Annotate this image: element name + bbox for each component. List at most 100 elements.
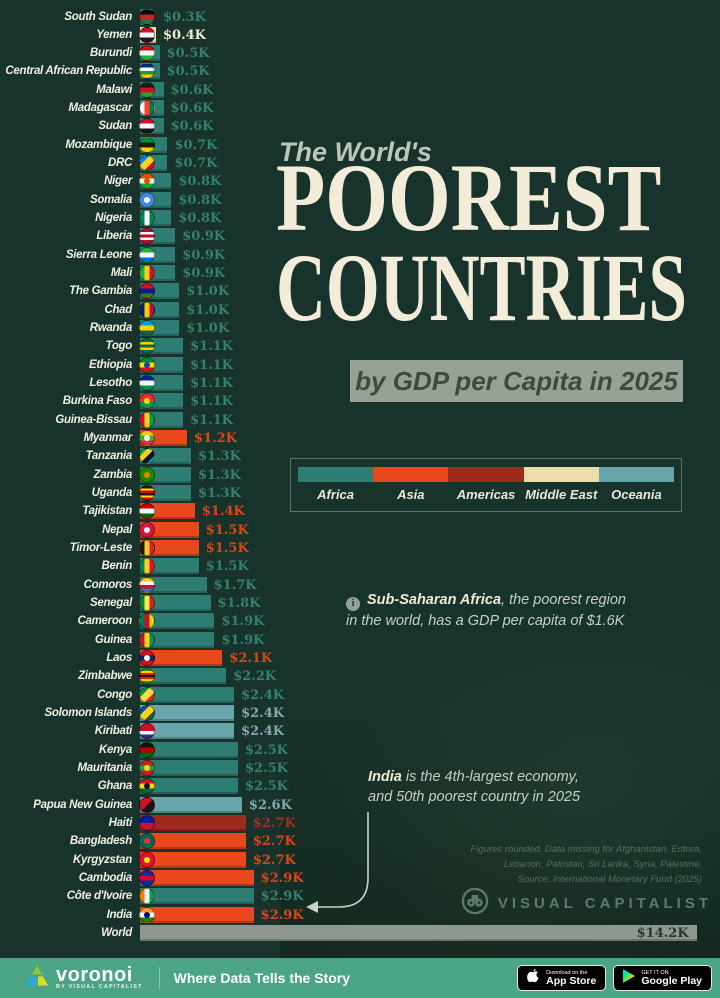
country-label: Rwanda [89, 322, 133, 335]
bar-row: Mali $0.9K [0, 265, 720, 282]
flag-emblem [144, 471, 150, 478]
bar-row: Cambodia $2.9K [0, 870, 720, 887]
country-label: Côte d'Ivoire [66, 890, 133, 903]
value-label: $1.2K [194, 431, 237, 447]
country-label: Congo [97, 688, 132, 701]
bar-row: Zambia $1.3K [0, 466, 720, 484]
gdp-bar [140, 760, 238, 777]
value-label: $1.0K [186, 284, 230, 300]
page-title-line2: COUNTRIES [276, 234, 687, 341]
flag-icon [139, 191, 155, 208]
value-label: $1.1K [190, 357, 234, 373]
legend-swatch [523, 467, 599, 482]
bar-row: Tanzania $1.3K [0, 448, 720, 465]
value-label: $2.4K [241, 724, 285, 740]
note-text: , the poorest region in the world, has a… [346, 592, 626, 629]
value-label: $0.6K [170, 82, 214, 98]
fineprint-line: Figures rounded. Data missing for Afghan… [470, 844, 702, 855]
country-label: Somalia [89, 193, 132, 206]
value-label: $1.1K [190, 412, 234, 428]
value-label: $0.6K [170, 101, 214, 117]
bar-row: India $2.9K [0, 906, 720, 924]
country-label: Tajikistan [82, 505, 132, 518]
binoculars-icon [461, 887, 489, 920]
country-label: Laos [106, 652, 132, 665]
country-label: Kiribati [94, 725, 133, 738]
bar-row: Liberia $0.9K [0, 228, 720, 245]
value-label: $1.3K [197, 486, 241, 502]
app-store-badge[interactable]: Download on the App Store [517, 965, 607, 991]
flag-icon [139, 411, 155, 428]
value-label: $1.5K [205, 522, 249, 538]
country-label: Kyrgyzstan [73, 853, 132, 866]
flag-icon [139, 650, 155, 667]
flag-icon [139, 760, 155, 777]
bar-row: Sierra Leone $0.9K [0, 246, 720, 264]
value-label: $2.5K [245, 742, 288, 758]
value-label: $1.7K [213, 577, 257, 593]
bar-row: Guinea $1.9K [0, 631, 720, 649]
country-label: Mauritania [77, 762, 132, 775]
country-label: Sudan [98, 120, 132, 133]
bar-row: Mauritania $2.5K [0, 760, 720, 777]
flag-icon [139, 63, 155, 80]
footer-tagline: Where Data Tells the Story [173, 970, 350, 986]
flag-emblem [144, 361, 150, 368]
bar-row: Kiribati $2.4K [0, 723, 720, 740]
value-label: $0.8K [178, 174, 222, 190]
bar-row: Kenya $2.5K [0, 741, 720, 759]
bar-row: Niger $0.8K [0, 173, 720, 190]
bar-row: Mozambique $0.7K [0, 136, 720, 154]
badge-bottom-text: App Store [546, 974, 597, 987]
country-label: Guinea-Bissau [55, 413, 132, 426]
flag-emblem [144, 765, 150, 772]
country-label: Timor-Leste [69, 542, 133, 555]
india-callout: India is the 4th-largest economy, and 50… [368, 767, 698, 807]
legend-swatch [448, 467, 524, 482]
voronoi-byline: BY VISUAL CAPITALIST [56, 984, 143, 990]
flag-icon [139, 246, 155, 263]
value-label: $1.9K [221, 614, 265, 630]
flag-emblem [144, 783, 150, 790]
google-play-badge[interactable]: GET IT ON Google Play [613, 965, 712, 991]
flag-emblem [144, 526, 150, 533]
voronoi-wordmark: voronoi [56, 964, 133, 986]
flag-icon [139, 356, 155, 373]
bar-row: Senegal $1.8K [0, 595, 720, 612]
value-label: $2.9K [260, 871, 304, 886]
footer-divider [158, 967, 160, 989]
flag-icon [139, 558, 155, 575]
country-label: Benin [101, 560, 133, 573]
gdp-bar [140, 595, 211, 612]
flag-icon [139, 301, 155, 318]
visual-capitalist-logo: VISUAL CAPITALIST [461, 887, 712, 920]
country-label: Lesotho [89, 377, 132, 390]
flag-icon [139, 888, 155, 905]
gdp-bar [140, 888, 254, 905]
flag-emblem [144, 911, 150, 918]
value-label: $2.7K [252, 834, 296, 850]
country-label: The Gambia [69, 285, 132, 298]
bar-row: Côte d'Ivoire $2.9K [0, 888, 720, 905]
bar-row: Papua New Guinea $2.6K [0, 796, 720, 814]
bar-row: Laos $2.1K [0, 650, 720, 667]
flag-icon [139, 375, 155, 392]
value-label: $1.8K [217, 596, 261, 612]
voronoi-logo-icon [24, 964, 50, 993]
flag-emblem [144, 178, 150, 185]
badge-top-text: GET IT ON [641, 969, 669, 976]
country-label: Ghana [97, 780, 133, 793]
legend-swatch [298, 467, 374, 482]
info-icon: i [346, 597, 360, 611]
gdp-bar [140, 705, 235, 722]
country-label: Comoros [83, 578, 133, 591]
bar-row: Malawi $0.6K [0, 81, 720, 99]
gdp-bar [140, 668, 227, 685]
country-label: Solomon Islands [44, 707, 132, 720]
source-fineprint: Figures rounded. Data missing for Afghan… [471, 842, 702, 887]
gdp-bar [140, 778, 238, 795]
callout-lead: India [368, 769, 402, 785]
google-play-icon [623, 968, 636, 988]
flag-emblem [144, 856, 150, 863]
